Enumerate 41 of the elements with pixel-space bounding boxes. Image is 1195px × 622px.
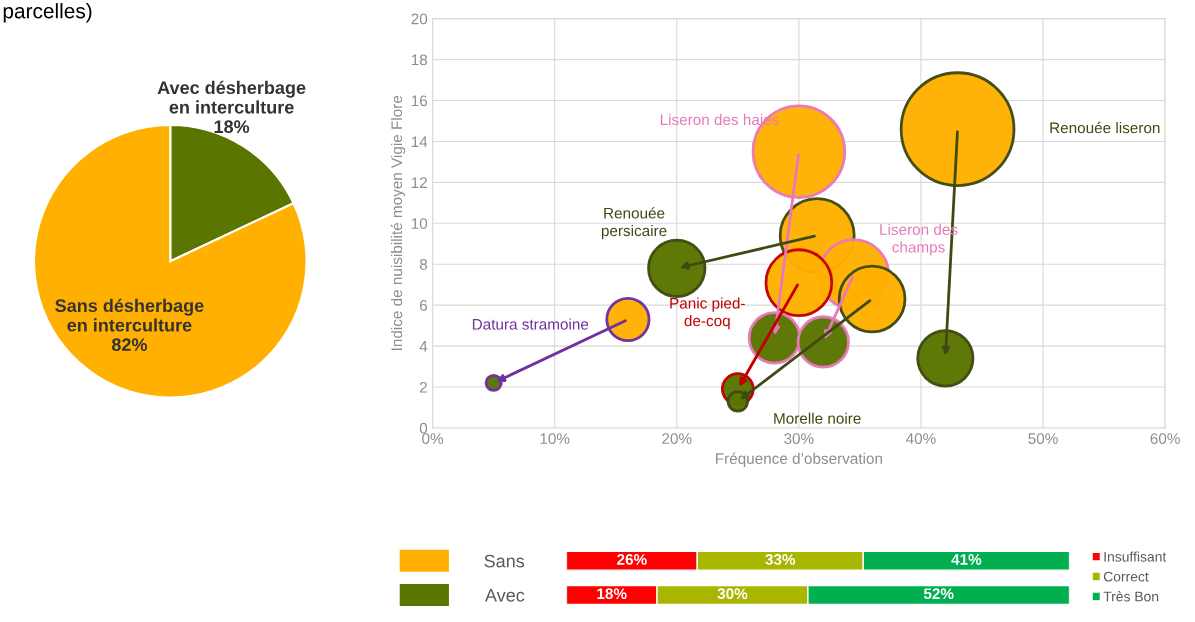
y-axis-title: Indice de nuisibilité moyen Vigie Flore xyxy=(390,95,406,350)
y-tick-label: 8 xyxy=(419,259,428,270)
legend-label: Correct xyxy=(1103,571,1149,582)
y-tick-label: Sans xyxy=(484,554,525,568)
y-tick-label: 14 xyxy=(411,136,428,147)
y-tick-label: 10 xyxy=(411,218,428,229)
annotation: Morelle noire xyxy=(774,412,861,424)
legend-label: Insuffisant xyxy=(1104,551,1167,562)
x-tick-label: 0% xyxy=(422,433,444,445)
data-label: 18% xyxy=(214,120,250,134)
y-tick-label: 16 xyxy=(411,95,428,107)
x-tick-label: 60% xyxy=(1150,433,1180,445)
y-tick-label: 0 xyxy=(419,422,428,434)
slice-label: Sans désherbage en interculture xyxy=(55,298,204,332)
y-tick-label: 4 xyxy=(419,341,428,352)
annotation: Renouée persicaire xyxy=(601,207,667,240)
y-tick-label: 18 xyxy=(411,54,428,66)
annotation: Datura stramoine xyxy=(472,318,589,330)
x-axis-title: Fréquence d’observation xyxy=(716,452,882,468)
y-tick-label: 12 xyxy=(411,177,427,188)
x-tick-label: 30% xyxy=(784,433,814,445)
y-tick-label: 2 xyxy=(420,381,427,393)
x-tick-label: 50% xyxy=(1028,433,1058,445)
text: parcelles) xyxy=(3,3,92,23)
slice-label: Avec désherbage en interculture xyxy=(157,80,306,114)
y-tick-label: Avec xyxy=(484,589,525,602)
data-label: 30% xyxy=(717,588,748,600)
data-label: 52% xyxy=(923,588,954,600)
data-label: 33% xyxy=(765,554,796,565)
x-tick-label: 40% xyxy=(906,433,936,445)
data-label: 26% xyxy=(617,554,647,565)
data-label: 41% xyxy=(951,554,982,565)
x-tick-label: 20% xyxy=(662,433,692,445)
annotation: Renouée liseron xyxy=(1050,121,1160,134)
legend-label: Très Bon xyxy=(1103,591,1159,602)
x-tick-label: 10% xyxy=(540,433,570,445)
y-tick-label: 6 xyxy=(420,300,428,311)
annotation: Panic pied- de-coq xyxy=(670,297,745,330)
y-tick-label: 20 xyxy=(411,13,428,25)
data-label: 82% xyxy=(111,338,148,352)
data-label: 18% xyxy=(597,588,627,600)
